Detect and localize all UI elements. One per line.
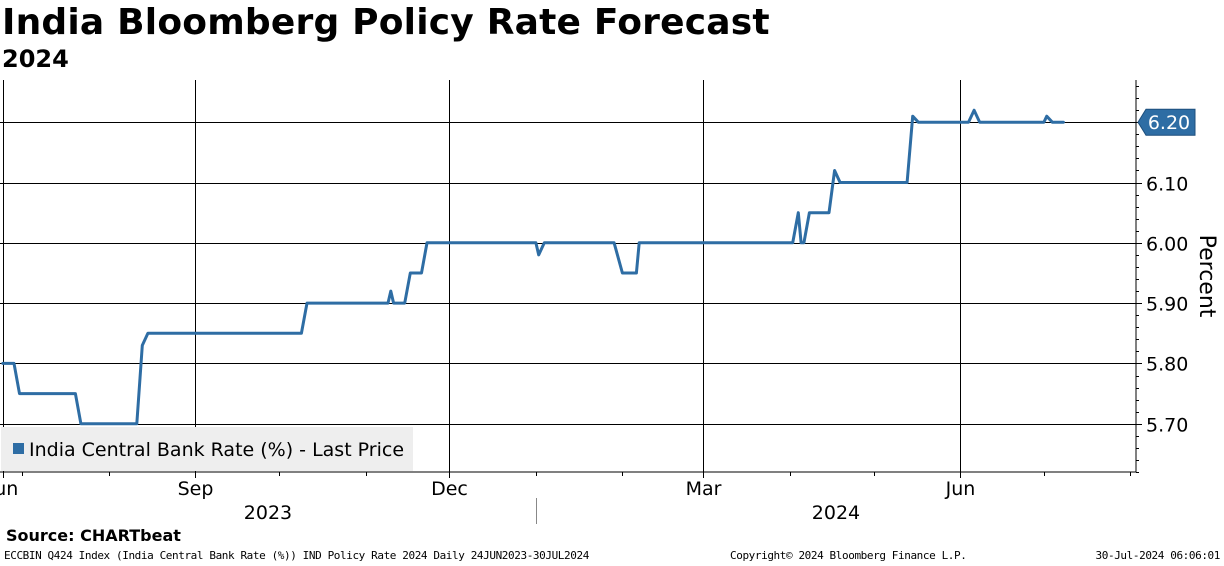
- y-tick-label: 6.00: [1146, 234, 1188, 256]
- x-year-label: 2023: [244, 502, 292, 524]
- last-value-label: 6.20: [1148, 112, 1190, 134]
- x-tick-label: Mar: [686, 478, 722, 500]
- x-tick-label: Jun: [945, 478, 976, 500]
- last-value-tag: [1137, 108, 1196, 136]
- series-group: 6.20: [1, 108, 1196, 426]
- legend: India Central Bank Rate (%) - Last Price: [1, 427, 413, 471]
- copyright: Copyright© 2024 Bloomberg Finance L.P.: [730, 549, 967, 562]
- y-tick-label: 5.90: [1146, 294, 1188, 316]
- x-tick-label: Dec: [431, 478, 468, 500]
- legend-swatch: [13, 443, 24, 454]
- x-axis: Jun Sep Dec Mar Jun 2023 2024: [0, 471, 1136, 524]
- x-tick-label: Sep: [178, 478, 214, 500]
- y-axis-label: Percent: [1194, 235, 1219, 318]
- legend-box: [1, 427, 413, 471]
- x-year-label: 2024: [812, 502, 860, 524]
- y-tick-label: 5.70: [1146, 415, 1188, 437]
- y-axis: 5.70 5.80 5.90 6.00 6.10 6.20 Percent: [1135, 80, 1219, 473]
- legend-label: India Central Bank Rate (%) - Last Price: [29, 439, 404, 461]
- timestamp: 30-Jul-2024 06:06:01: [1095, 549, 1221, 562]
- chart-subtitle: 2024: [2, 45, 69, 73]
- y-tick-label: 5.80: [1146, 354, 1188, 376]
- ticker-info: ECCBIN Q424 Index (India Central Bank Ra…: [4, 549, 589, 562]
- series-line: [1, 108, 1065, 426]
- chart-title: India Bloomberg Policy Rate Forecast: [2, 2, 770, 43]
- x-tick-label: Jun: [0, 478, 18, 500]
- grid: [0, 80, 1136, 472]
- y-tick-label: 6.10: [1146, 174, 1188, 196]
- source-note: Source: CHARTbeat: [6, 526, 181, 545]
